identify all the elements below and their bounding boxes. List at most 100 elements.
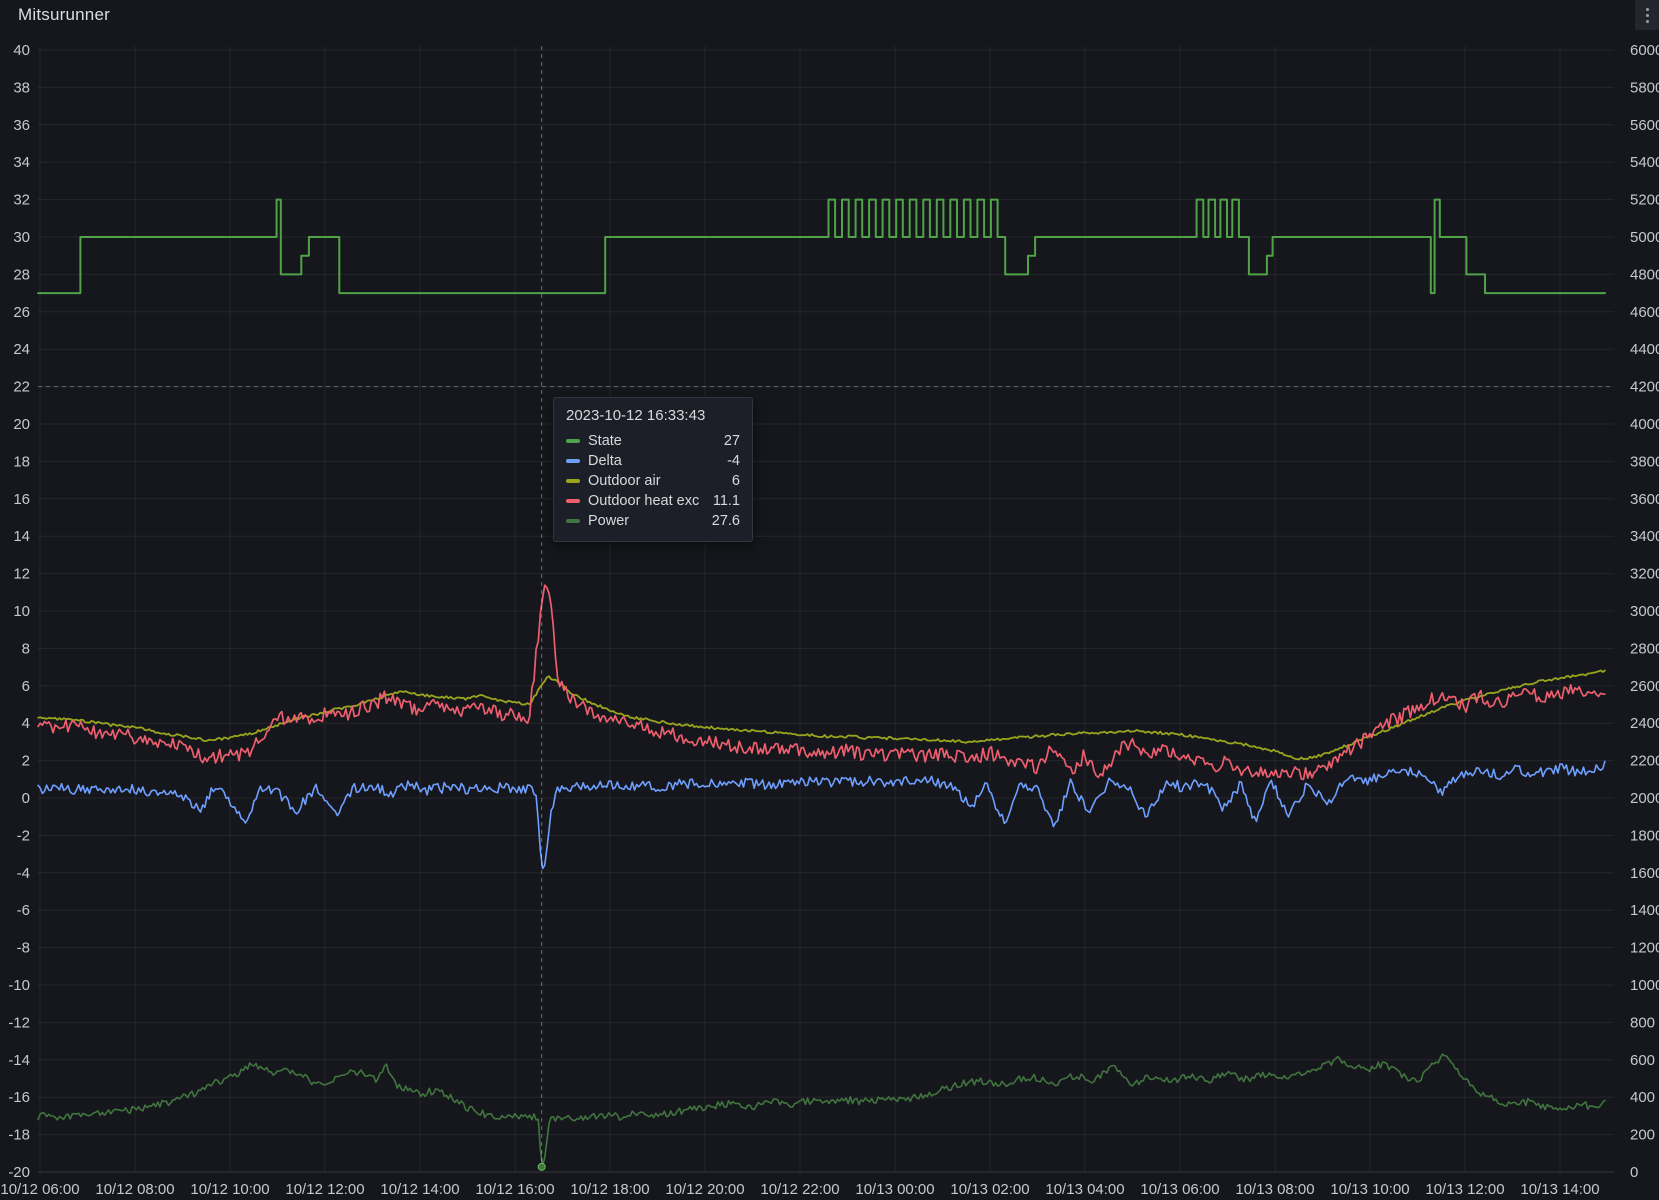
y-axis-right-tick-label: 2200: [1630, 753, 1659, 770]
series-outdoor-heat-exc-line[interactable]: [37, 584, 1606, 781]
series-power-line[interactable]: [37, 1053, 1606, 1167]
tooltip-series-value: 6: [731, 473, 740, 489]
y-axis-right-tick-label: 3400: [1630, 528, 1659, 545]
y-axis-left-tick-label: 32: [13, 192, 30, 209]
y-axis-right-tick-label: 2600: [1630, 678, 1659, 695]
x-axis-tick-label: 10/13 10:00: [1330, 1181, 1409, 1198]
tooltip-series-value: -4: [727, 453, 740, 469]
y-axis-right-tick-label: 4600: [1630, 304, 1659, 321]
y-axis-left-tick-label: 22: [13, 379, 30, 396]
y-axis-right-tick-label: 400: [1630, 1089, 1655, 1106]
x-axis-tick-label: 10/12 20:00: [665, 1181, 744, 1198]
x-axis-tick-label: 10/13 12:00: [1425, 1181, 1504, 1198]
tooltip-series-value: 27.6: [711, 513, 740, 529]
x-axis-tick-label: 10/13 04:00: [1045, 1181, 1124, 1198]
y-axis-right-tick-label: 4800: [1630, 266, 1659, 283]
y-axis-right-tick-label: 5200: [1630, 192, 1659, 209]
tooltip-row: Power 27.6: [566, 511, 740, 531]
y-axis-left-tick-label: -4: [17, 865, 30, 882]
y-axis-right-tick-label: 5400: [1630, 154, 1659, 171]
chart-tooltip: 2023-10-12 16:33:43 State 27 Delta -4 Outdoo…: [553, 397, 753, 542]
y-axis-right-tick-label: 5000: [1630, 229, 1659, 246]
x-axis-tick-label: 10/12 08:00: [95, 1181, 174, 1198]
y-axis-right-tick-label: 3200: [1630, 566, 1659, 583]
y-axis-left-tick-label: -8: [17, 940, 30, 957]
y-axis-right-tick-label: 2400: [1630, 715, 1659, 732]
y-axis-left-tick-label: 36: [13, 117, 30, 134]
y-axis-right-tick-label: 1200: [1630, 940, 1659, 957]
series-color-swatch: [566, 459, 580, 463]
y-axis-left-tick-label: -18: [8, 1127, 30, 1144]
y-axis-left-tick-label: 20: [13, 416, 30, 433]
panel-menu-button[interactable]: [1635, 0, 1659, 30]
tooltip-series-label: Delta: [588, 453, 622, 469]
y-axis-right-tick-label: 5800: [1630, 79, 1659, 96]
y-axis-left-tick-label: -20: [8, 1164, 30, 1181]
y-axis-right-tick-label: 5600: [1630, 117, 1659, 134]
y-axis-left-tick-label: 6: [22, 678, 30, 695]
kebab-menu-icon: [1645, 7, 1649, 11]
y-axis-left-tick-label: -6: [17, 902, 30, 919]
y-axis-right-tick-label: 800: [1630, 1014, 1655, 1031]
panel-title: Mitsurunner: [18, 5, 110, 24]
x-axis-tick-label: 10/12 18:00: [570, 1181, 649, 1198]
y-axis-right-tick-label: 1400: [1630, 902, 1659, 919]
x-axis-tick-label: 10/12 12:00: [285, 1181, 364, 1198]
y-axis-left-tick-label: 12: [13, 566, 30, 583]
y-axis-left-tick-label: 14: [13, 528, 30, 545]
tooltip-row: Delta -4: [566, 451, 740, 471]
y-axis-left-tick-label: 38: [13, 79, 30, 96]
y-axis-left-tick-label: 30: [13, 229, 30, 246]
tooltip-series-value: 27: [723, 433, 740, 449]
y-axis-right-tick-label: 2800: [1630, 640, 1659, 657]
tooltip-row: State 27: [566, 431, 740, 451]
y-axis-left-tick-label: -16: [8, 1089, 30, 1106]
y-axis-right-tick-label: 6000: [1630, 42, 1659, 59]
x-axis-tick-label: 10/12 06:00: [0, 1181, 79, 1198]
x-axis-tick-label: 10/13 02:00: [950, 1181, 1029, 1198]
y-axis-right-tick-label: 1600: [1630, 865, 1659, 882]
y-axis-right-tick-label: 0: [1630, 1164, 1638, 1181]
y-axis-right-tick-label: 4400: [1630, 341, 1659, 358]
y-axis-right-tick-label: 3600: [1630, 491, 1659, 508]
series-state-line[interactable]: [37, 198, 1607, 295]
x-axis-tick-label: 10/12 16:00: [475, 1181, 554, 1198]
tooltip-series-label: State: [588, 433, 622, 449]
x-axis-tick-label: 10/13 08:00: [1235, 1181, 1314, 1198]
series-color-swatch: [566, 439, 580, 443]
y-axis-left-tick-label: 2: [22, 753, 30, 770]
series-color-swatch: [566, 499, 580, 503]
y-axis-left-tick-label: -2: [17, 827, 30, 844]
tooltip-series-label: Outdoor heat exc: [588, 493, 700, 509]
tooltip-series-label: Outdoor air: [588, 473, 661, 489]
x-axis-tick-label: 10/12 22:00: [760, 1181, 839, 1198]
y-axis-right-tick-label: 3800: [1630, 453, 1659, 470]
y-axis-left-tick-label: 40: [13, 42, 30, 59]
tooltip-row: Outdoor air 6: [566, 471, 740, 491]
y-axis-left-tick-label: 4: [22, 715, 30, 732]
y-axis-left-tick-label: 26: [13, 304, 30, 321]
y-axis-left-tick-label: 8: [22, 640, 30, 657]
y-axis-left-tick-label: -14: [8, 1052, 30, 1069]
tooltip-series-value: 11.1: [712, 493, 740, 509]
y-axis-right-tick-label: 1800: [1630, 827, 1659, 844]
tooltip-series-label: Power: [588, 513, 630, 529]
tooltip-row: Outdoor heat exc 11.1: [566, 491, 740, 511]
hovered-power-point-marker: [537, 1162, 546, 1171]
y-axis-left-tick-label: 28: [13, 266, 30, 283]
series-outdoor-air-line[interactable]: [37, 669, 1606, 761]
tooltip-rows: State 27 Delta -4 Outdoor air 6 Outdoor heat e…: [566, 431, 740, 531]
x-axis-tick-label: 10/12 10:00: [190, 1181, 269, 1198]
x-axis-tick-label: 10/12 14:00: [380, 1181, 459, 1198]
y-axis-right-tick-label: 600: [1630, 1052, 1655, 1069]
series-delta-line[interactable]: [37, 760, 1606, 870]
y-axis-right-tick-label: 4200: [1630, 379, 1659, 396]
y-axis-right-tick-label: 3000: [1630, 603, 1659, 620]
series-color-swatch: [566, 519, 580, 523]
y-axis-left-tick-label: -10: [8, 977, 30, 994]
y-axis-left-tick-label: 16: [13, 491, 30, 508]
y-axis-left-tick-label: 10: [13, 603, 30, 620]
y-axis-right-tick-label: 4000: [1630, 416, 1659, 433]
